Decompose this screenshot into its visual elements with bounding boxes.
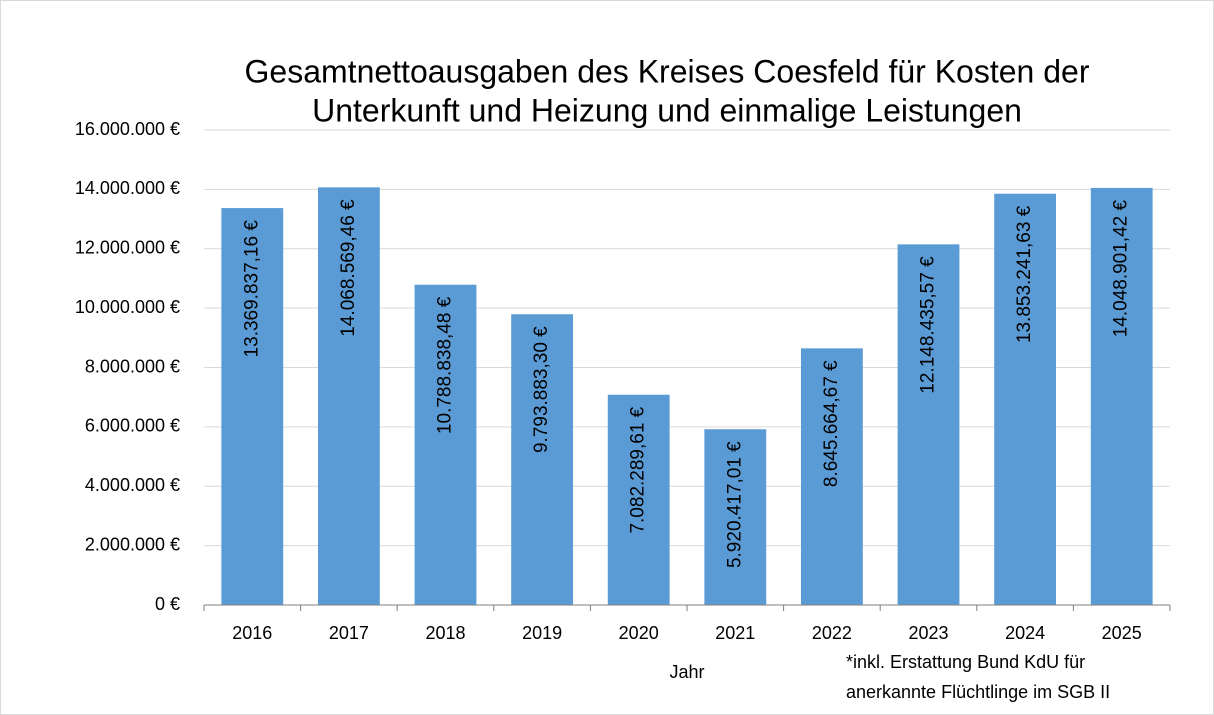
data-label: 14.048.901,42 € (1111, 199, 1132, 337)
y-tick-label: 0 € (155, 594, 180, 614)
x-tick-label: 2020 (619, 623, 659, 643)
x-tick-label: 2023 (908, 623, 948, 643)
x-tick-label: 2019 (522, 623, 562, 643)
bar (1090, 187, 1153, 606)
bar (704, 429, 767, 605)
bar (994, 193, 1057, 606)
data-label: 13.369.837,16 € (241, 220, 262, 358)
bar (897, 244, 960, 605)
y-tick-label: 6.000.000 € (85, 416, 180, 436)
x-tick-label: 2016 (232, 623, 272, 643)
data-label: 10.788.838,48 € (435, 296, 456, 434)
data-label: 5.920.417,01 € (724, 441, 745, 568)
y-tick-label: 2.000.000 € (85, 534, 180, 554)
annotation: anerkannte Flüchtlinge im SGB II (846, 682, 1110, 702)
data-label: 7.082.289,61 € (628, 406, 649, 533)
x-tick-label: 2021 (715, 623, 755, 643)
y-tick-label: 4.000.000 € (85, 475, 180, 495)
data-label: 14.068.569,46 € (338, 199, 359, 337)
chart-title: Gesamtnettoausgaben des Kreises Coesfeld… (245, 53, 1090, 89)
x-tick-label: 2025 (1102, 623, 1142, 643)
bar (221, 208, 284, 606)
y-tick-label: 14.000.000 € (75, 178, 180, 198)
annotation: *inkl. Erstattung Bund KdU für (846, 652, 1085, 672)
y-tick-label: 16.000.000 € (75, 119, 180, 139)
data-label: 9.793.883,30 € (531, 326, 552, 453)
y-tick-label: 8.000.000 € (85, 356, 180, 376)
x-tick-label: 2017 (329, 623, 369, 643)
bar (317, 187, 380, 605)
data-label: 13.853.241,63 € (1014, 205, 1035, 343)
x-tick-label: 2018 (425, 623, 465, 643)
bar (511, 314, 574, 605)
bar (414, 284, 477, 605)
y-tick-label: 10.000.000 € (75, 297, 180, 317)
x-tick-label: 2024 (1005, 623, 1045, 643)
chart-title: Unterkunft und Heizung und einmalige Lei… (312, 92, 1022, 128)
x-axis-label: Jahr (669, 662, 704, 682)
bar (607, 394, 670, 605)
data-label: 12.148.435,57 € (918, 256, 939, 394)
data-label: 8.645.664,67 € (821, 360, 842, 487)
y-tick-label: 12.000.000 € (75, 238, 180, 258)
x-tick-label: 2022 (812, 623, 852, 643)
bar (800, 348, 863, 605)
